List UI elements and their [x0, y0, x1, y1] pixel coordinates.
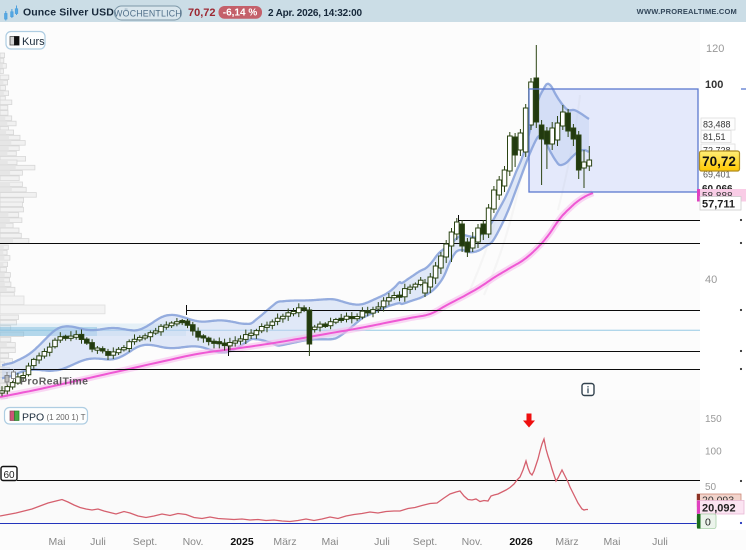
svg-text:Juli: Juli: [90, 536, 106, 548]
svg-text:Sept.: Sept.: [133, 536, 158, 548]
svg-text:83,488: 83,488: [703, 120, 731, 130]
svg-text:Mai: Mai: [49, 536, 66, 548]
svg-text:2025: 2025: [230, 536, 254, 548]
svg-text:150: 150: [705, 414, 722, 425]
svg-text:Ounce Silver USD: Ounce Silver USD: [23, 7, 114, 19]
svg-text:Nov.: Nov.: [183, 536, 204, 548]
svg-text:Sept.: Sept.: [413, 536, 438, 548]
svg-text:70,72: 70,72: [188, 7, 216, 19]
svg-text:März: März: [273, 536, 296, 548]
svg-text:20,092: 20,092: [702, 503, 736, 515]
svg-text:40: 40: [705, 274, 717, 286]
svg-text:Mai: Mai: [322, 536, 339, 548]
svg-text:100: 100: [705, 447, 722, 458]
svg-text:Nov.: Nov.: [462, 536, 483, 548]
svg-text:PPO: PPO: [22, 412, 44, 424]
svg-text:60: 60: [3, 470, 15, 481]
svg-text:WWW.PROREALTIME.COM: WWW.PROREALTIME.COM: [637, 7, 737, 16]
svg-text:Juli: Juli: [652, 536, 668, 548]
svg-text:2 Apr. 2026, 14:32:00: 2 Apr. 2026, 14:32:00: [268, 8, 362, 19]
svg-text:0: 0: [705, 517, 711, 529]
svg-text:50: 50: [705, 482, 717, 493]
svg-text:100: 100: [705, 79, 723, 91]
svg-text:69,401: 69,401: [703, 170, 731, 180]
svg-text:120: 120: [706, 43, 724, 55]
svg-text:WÖCHENTLICH: WÖCHENTLICH: [114, 8, 182, 18]
svg-text:März: März: [555, 536, 578, 548]
svg-text:Juli: Juli: [374, 536, 390, 548]
svg-text:ProRealTime: ProRealTime: [20, 376, 88, 388]
svg-text:Mai: Mai: [604, 536, 621, 548]
svg-text:81,51: 81,51: [703, 132, 726, 142]
svg-text:Kurs: Kurs: [22, 36, 45, 48]
svg-text:57,711: 57,711: [702, 199, 735, 211]
svg-text:2026: 2026: [509, 536, 533, 548]
svg-text:(1 200 1) T: (1 200 1) T: [47, 413, 86, 422]
svg-text:70,72: 70,72: [702, 154, 736, 169]
svg-text:-6,14 %: -6,14 %: [223, 8, 258, 19]
